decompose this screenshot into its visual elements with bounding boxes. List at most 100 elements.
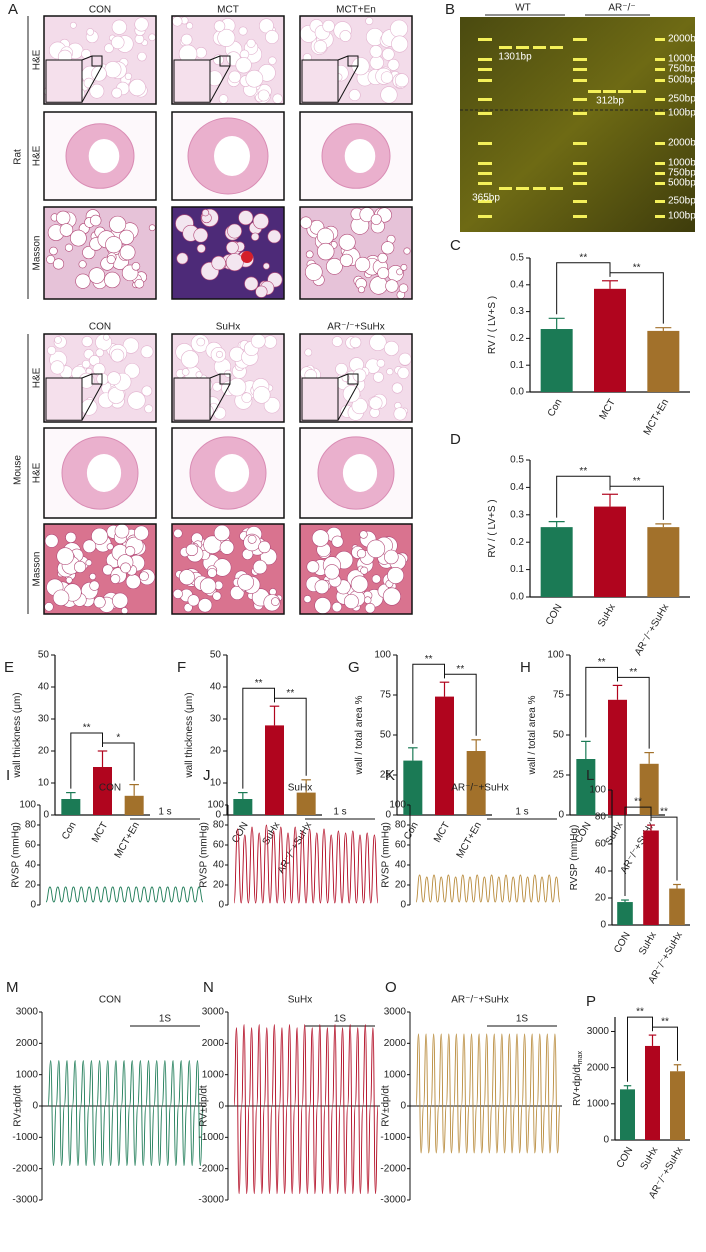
alveolus bbox=[173, 528, 183, 539]
alveolus bbox=[82, 539, 97, 554]
alveolus bbox=[119, 244, 136, 261]
trace-title: CON bbox=[99, 783, 121, 794]
ladder-label: 500bp bbox=[668, 75, 696, 86]
y-tick-label: -1000 bbox=[380, 1132, 406, 1143]
alveolus bbox=[377, 267, 390, 279]
stain-label: H&E bbox=[32, 49, 43, 70]
bar bbox=[647, 330, 680, 392]
trace bbox=[415, 874, 561, 903]
bar bbox=[594, 506, 626, 597]
significance-bracket bbox=[627, 1016, 653, 1082]
y-tick-label: 1000 bbox=[202, 1069, 225, 1080]
y-tick-label: -3000 bbox=[12, 1195, 38, 1206]
alveolus bbox=[219, 540, 235, 555]
y-tick-label: 3000 bbox=[384, 1007, 407, 1018]
y-tick-label: 20 bbox=[395, 880, 407, 891]
alveolus bbox=[111, 35, 125, 50]
alveolus bbox=[193, 227, 209, 243]
bar bbox=[61, 799, 81, 815]
y-tick-label: 0.5 bbox=[510, 455, 524, 466]
image-frame bbox=[43, 523, 157, 615]
y-axis-label: wall thickness (μm) bbox=[184, 692, 195, 778]
y-tick-label: -3000 bbox=[380, 1195, 406, 1206]
alveolus bbox=[339, 253, 354, 267]
trace bbox=[45, 886, 204, 903]
alveolus bbox=[397, 366, 410, 379]
alveolus bbox=[252, 559, 268, 575]
x-tick-label: MCT bbox=[432, 820, 452, 844]
significance-bracket bbox=[556, 262, 611, 315]
alveolus bbox=[128, 78, 146, 97]
x-tick-label: SuHx bbox=[604, 820, 626, 847]
stain-label: Masson bbox=[32, 551, 43, 586]
ventricle bbox=[88, 139, 120, 173]
alveolus bbox=[197, 598, 213, 613]
micrograph bbox=[171, 333, 285, 423]
bar bbox=[540, 527, 573, 597]
group-label: CON bbox=[89, 322, 111, 333]
bar bbox=[540, 329, 573, 392]
alveolus bbox=[88, 267, 106, 284]
image-frame bbox=[299, 111, 413, 201]
y-axis-label: RV+dp/dtmax bbox=[572, 1050, 584, 1106]
image-frame bbox=[171, 523, 285, 615]
alveolus bbox=[124, 72, 133, 80]
y-tick-label: 0 bbox=[558, 810, 564, 821]
trace-title: CON bbox=[99, 995, 121, 1006]
trace-title: SuHx bbox=[288, 995, 312, 1006]
stain-label: Masson bbox=[32, 235, 43, 270]
significance-bracket bbox=[412, 663, 445, 744]
ladder-label: 100bp bbox=[668, 108, 696, 119]
y-tick-label: 10 bbox=[38, 778, 50, 789]
panel-letter: K bbox=[385, 767, 395, 784]
bar bbox=[594, 288, 626, 392]
alveolus bbox=[304, 348, 313, 357]
gel-band bbox=[550, 46, 563, 49]
y-tick-label: 0.1 bbox=[510, 360, 524, 371]
significance-label: ** bbox=[425, 654, 433, 665]
gel-band bbox=[573, 182, 587, 185]
bar bbox=[265, 725, 284, 815]
zoom-line bbox=[209, 373, 221, 379]
y-axis-label: RVSP (mmHg) bbox=[381, 822, 392, 888]
y-axis-label: wall / total area % bbox=[354, 695, 365, 775]
y-tick-label: 40 bbox=[25, 860, 37, 871]
alveolus bbox=[120, 562, 131, 574]
group-label: AR⁻/⁻ bbox=[608, 3, 635, 14]
significance-label: ** bbox=[634, 797, 642, 808]
gel-band bbox=[633, 90, 646, 93]
gel-band bbox=[588, 90, 601, 93]
y-tick-label: 0 bbox=[215, 810, 221, 821]
alveolus bbox=[352, 368, 367, 383]
inset bbox=[173, 59, 211, 103]
alveolus bbox=[255, 285, 268, 298]
significance-label: ** bbox=[598, 657, 606, 668]
alveolus bbox=[64, 243, 73, 252]
alveolus bbox=[369, 396, 383, 410]
alveolus bbox=[369, 55, 384, 70]
significance-label: ** bbox=[661, 1017, 669, 1028]
gel-band bbox=[655, 38, 665, 41]
image-frame bbox=[171, 427, 285, 519]
y-tick-label: 40 bbox=[38, 682, 50, 693]
gel-band bbox=[618, 90, 631, 93]
x-tick-label: MCT bbox=[90, 820, 110, 844]
y-tick-label: -1000 bbox=[12, 1132, 38, 1143]
micrograph bbox=[43, 427, 157, 519]
y-axis-label: RVSP (mmHg) bbox=[11, 822, 22, 888]
gel-band bbox=[573, 38, 587, 41]
image-frame bbox=[171, 15, 285, 105]
alveolus bbox=[141, 385, 153, 397]
significance-bracket bbox=[652, 1026, 678, 1061]
bar bbox=[403, 760, 423, 815]
micrograph bbox=[43, 333, 157, 423]
alveolus bbox=[331, 336, 343, 347]
alveolus bbox=[213, 524, 231, 542]
band-label: 312bp bbox=[596, 96, 624, 107]
alveolus bbox=[124, 363, 140, 379]
trace bbox=[233, 824, 379, 904]
alveolus bbox=[211, 255, 226, 271]
species-label: Rat bbox=[13, 149, 24, 165]
y-tick-label: 0 bbox=[30, 900, 36, 911]
zoom-line bbox=[337, 55, 349, 61]
